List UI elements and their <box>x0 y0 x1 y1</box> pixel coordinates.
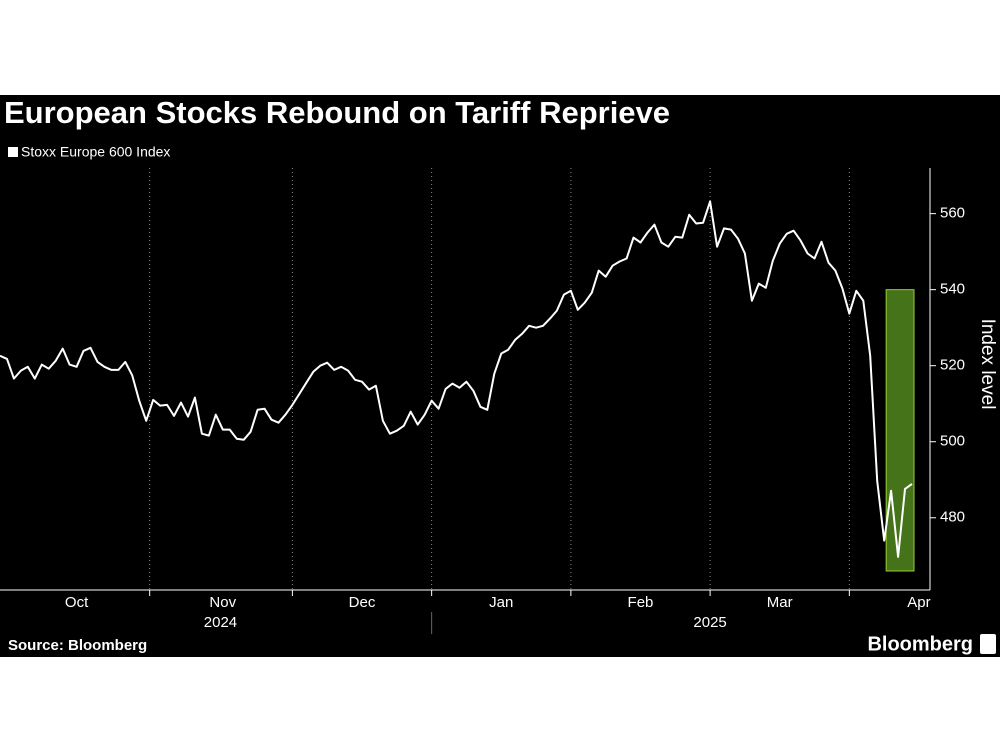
legend-label: Stoxx Europe 600 Index <box>21 144 170 160</box>
y-tick-label: 520 <box>940 357 965 374</box>
y-tick-label: 560 <box>940 205 965 222</box>
y-tick-label: 480 <box>940 509 965 526</box>
x-tick-label: Feb <box>628 594 654 611</box>
x-tick-label: Jan <box>489 594 513 611</box>
year-label: 2024 <box>204 614 237 631</box>
y-tick-label: 540 <box>940 281 965 298</box>
x-tick-label: Mar <box>767 594 793 611</box>
x-tick-label: Oct <box>65 594 89 611</box>
x-tick-label: Dec <box>349 594 376 611</box>
source: Source: Bloomberg <box>8 637 147 654</box>
background <box>0 95 1000 657</box>
series-line <box>0 200 913 558</box>
brand-icon <box>980 634 996 654</box>
year-label: 2025 <box>693 614 726 631</box>
highlight <box>885 289 915 572</box>
legend-swatch <box>8 147 18 157</box>
y-axis-label: Index level <box>977 319 998 410</box>
x-tick-label: Nov <box>209 594 236 611</box>
y-tick-label: 500 <box>940 433 965 450</box>
brand: Bloomberg <box>867 633 973 655</box>
chart-title: European Stocks Rebound on Tariff Reprie… <box>4 95 670 130</box>
x-tick-label: Apr <box>907 594 930 611</box>
